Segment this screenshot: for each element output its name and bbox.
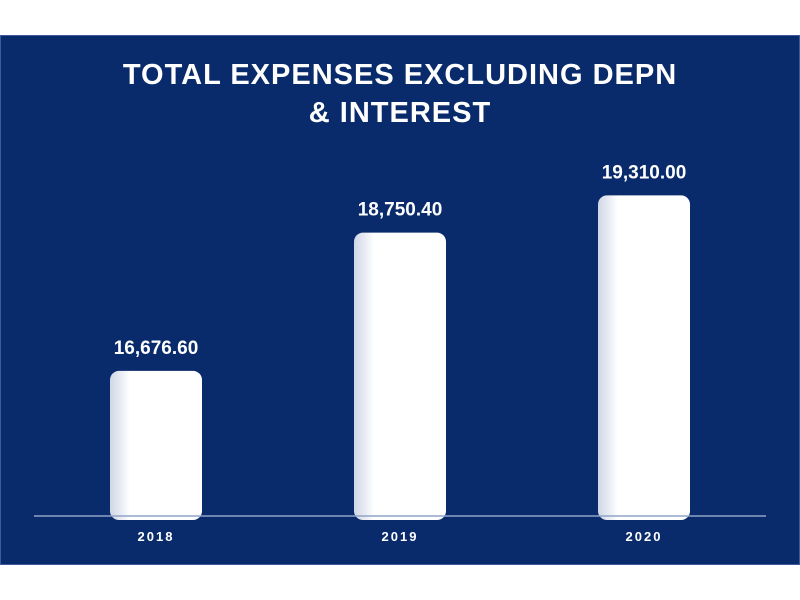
value-label-2019: 18,750.40	[358, 200, 443, 221]
labels-layer: 16,676.60 2018 18,750.40 2019 19,310.00 2020	[114, 162, 687, 544]
x-tick-label-2019: 2019	[382, 529, 419, 544]
chart-title: TOTAL EXPENSES EXCLUDING DEPN & INTEREST	[0, 56, 800, 132]
bar-2020	[598, 195, 690, 521]
chart-title-line-1: TOTAL EXPENSES EXCLUDING DEPN	[122, 59, 678, 91]
chart-title-line-2: & INTEREST	[308, 97, 492, 129]
bar-2019	[354, 232, 446, 520]
x-tick-label-2018: 2018	[138, 529, 175, 544]
bars-layer	[110, 195, 690, 521]
x-tick-label-2020: 2020	[626, 529, 663, 544]
value-label-2018: 16,676.60	[114, 338, 199, 359]
bar-2018	[110, 370, 202, 520]
value-label-2020: 19,310.00	[602, 162, 687, 183]
